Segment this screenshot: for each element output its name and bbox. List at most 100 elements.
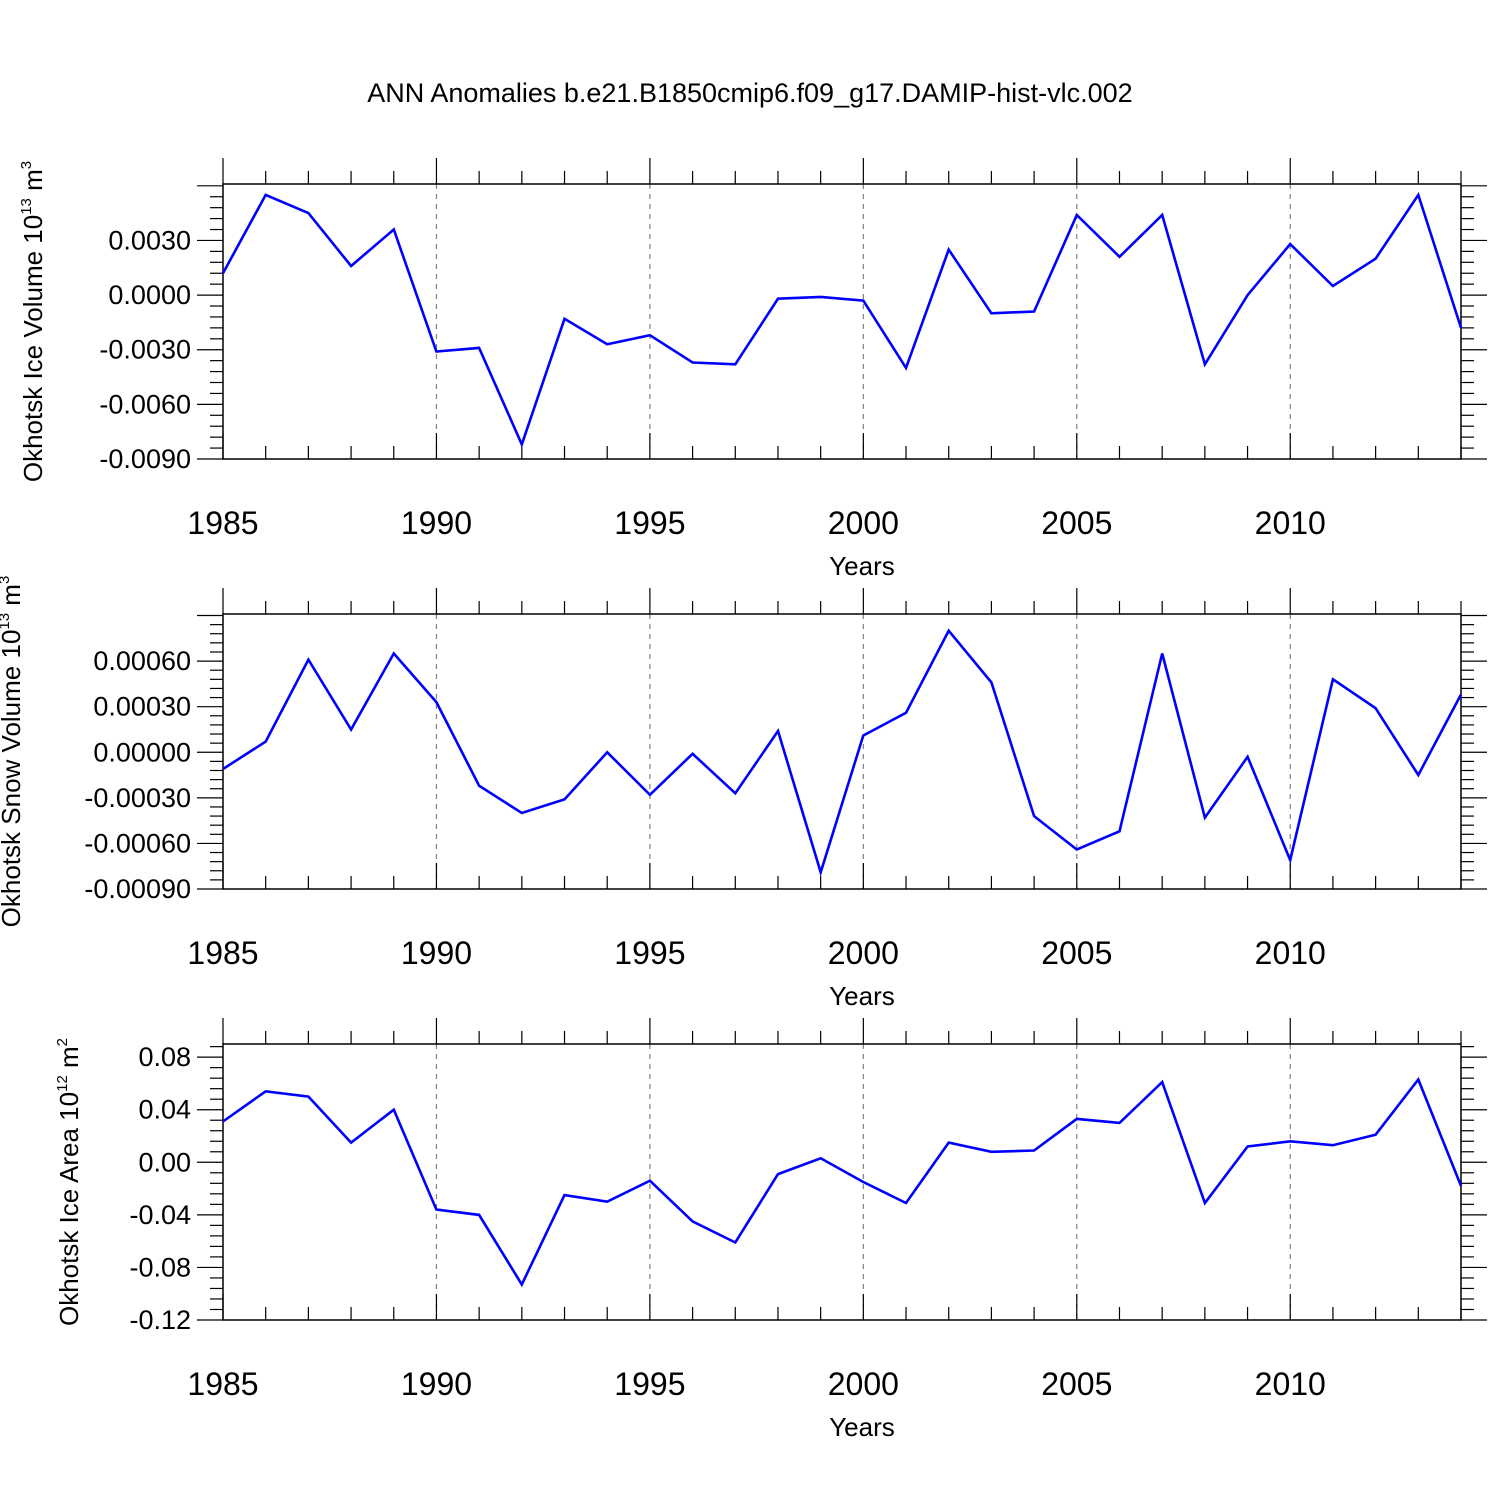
chart-0-data-point-1991 (478, 347, 481, 350)
chart-2-data-point-2002 (947, 1141, 950, 1144)
chart-2-data-point-2001 (905, 1202, 908, 1205)
chart-0-data-point-1995 (649, 334, 652, 337)
chart-0-data-point-2004 (1033, 310, 1036, 313)
chart-1-data-point-2011 (1332, 678, 1335, 681)
chart-2-data-point-1995 (649, 1179, 652, 1182)
chart-2-data-point-1996 (691, 1220, 694, 1223)
chart-2-xtick-label: 2010 (1255, 1366, 1326, 1402)
chart-1-data-point-2001 (905, 711, 908, 714)
chart-0-data-point-2002 (947, 248, 950, 251)
chart-2-ytick-label: 0.04 (138, 1095, 191, 1125)
chart-0-xtick-label: 1995 (614, 505, 685, 541)
chart-0-data-point-1996 (691, 361, 694, 364)
chart-1-xtick-label: 1985 (187, 935, 258, 971)
chart-1-data-point-2012 (1374, 707, 1377, 710)
chart-0-xtick-label: 1990 (401, 505, 472, 541)
chart-2-data-point-1993 (563, 1194, 566, 1197)
chart-2-ytick-label: -0.08 (129, 1252, 191, 1282)
chart-0-data-point-2000 (862, 299, 865, 302)
chart-0-data-point-2012 (1374, 257, 1377, 260)
chart-2-data-point-2004 (1033, 1149, 1036, 1152)
chart-1-xtick-label: 2000 (828, 935, 899, 971)
chart-0-ytick-label: 0.0000 (108, 280, 191, 310)
chart-0-data-point-1994 (606, 343, 609, 346)
chart-0-data-point-1998 (777, 297, 780, 300)
chart-2-ytick-label: -0.04 (129, 1200, 191, 1230)
chart-1-data-point-1986 (264, 740, 267, 743)
chart-1-data-point-2007 (1161, 652, 1164, 655)
chart-2-data-point-2003 (990, 1150, 993, 1153)
chart-0-data-point-2005 (1075, 214, 1078, 217)
chart-1-data-point-2009 (1246, 756, 1249, 759)
chart-2-data-point-1999 (819, 1157, 822, 1160)
chart-2-data-point-2000 (862, 1181, 865, 1184)
chart-2-data-point-1991 (478, 1214, 481, 1217)
ice-volume-panel: 0.0030 0.0000 -0.0030 -0.0060 -0.0090 1985 199… (18, 158, 1487, 581)
chart-1-data-point-2013 (1417, 774, 1420, 777)
chart-0-xtick-label: 1985 (187, 505, 258, 541)
snow-volume-panel: 0.00060 0.00030 0.00000 -0.00030 -0.00060 -0.… (0, 576, 1487, 1011)
chart-0-data-point-1985 (222, 272, 225, 275)
chart-0-data-point-1990 (435, 350, 438, 353)
chart-0-xtick-label: 2005 (1041, 505, 1112, 541)
chart-1-data-point-2010 (1289, 859, 1292, 862)
chart-0-data-point-2006 (1118, 256, 1121, 259)
chart-2-data-point-1998 (777, 1173, 780, 1176)
chart-1-data-point-2006 (1118, 830, 1121, 833)
chart-2-data-point-1989 (392, 1108, 395, 1111)
chart-2-data-point-1985 (222, 1120, 225, 1123)
chart-1-data-line (222, 628, 1463, 877)
chart-0-ytick-label: -0.0060 (99, 389, 191, 419)
chart-2-data-point-2007 (1161, 1081, 1164, 1084)
chart-1-xtick-label: 1990 (401, 935, 472, 971)
chart-0-data-point-2008 (1204, 363, 1207, 366)
chart-2-xtick-label: 1990 (401, 1366, 472, 1402)
chart-0-y-axis-label: Okhotsk Ice Volume 1013 m3 (18, 161, 48, 482)
chart-2-ytick-label: 0.08 (138, 1042, 191, 1072)
chart-2-data-point-2006 (1118, 1122, 1121, 1125)
chart-1-ytick-label: -0.00060 (84, 828, 191, 858)
chart-1-xtick-label: 2005 (1041, 935, 1112, 971)
chart-2-data-point-1990 (435, 1208, 438, 1211)
chart-0-x-axis-label: Years (829, 551, 895, 581)
chart-2-ytick-label: 0.00 (138, 1147, 191, 1177)
chart-0-data-point-1993 (563, 317, 566, 320)
chart-2-data-point-1992 (521, 1283, 524, 1286)
chart-1-data-point-1993 (563, 798, 566, 801)
chart-2-plot-frame (222, 1043, 1462, 1321)
chart-0-data-point-2013 (1417, 194, 1420, 197)
chart-1-data-point-1998 (777, 730, 780, 733)
chart-1-data-point-1994 (606, 751, 609, 754)
chart-0-data-point-2009 (1246, 294, 1249, 297)
chart-0-data-line (221, 191, 1463, 448)
chart-1-data-point-2002 (947, 629, 950, 632)
chart-2-data-point-2005 (1075, 1118, 1078, 1121)
chart-1-data-point-1996 (691, 752, 694, 755)
chart-1-plot-frame (222, 613, 1462, 890)
chart-0-data-point-1988 (350, 265, 353, 268)
chart-1-data-point-2003 (990, 681, 993, 684)
chart-1-data-point-1995 (649, 794, 652, 797)
chart-2-data-point-2011 (1332, 1144, 1335, 1147)
chart-1-x-axis-label: Years (829, 981, 895, 1011)
chart-1-data-point-1988 (350, 728, 353, 731)
chart-0-xtick-label: 2000 (828, 505, 899, 541)
chart-0-ytick-label: -0.0030 (99, 335, 191, 365)
chart-1-data-point-1997 (734, 792, 737, 795)
chart-0-ytick-label: -0.0090 (99, 444, 191, 474)
chart-1-data-point-2014 (1460, 693, 1463, 696)
chart-1-y-axis-label: Okhotsk Snow Volume 1013 m3 (0, 576, 26, 928)
chart-1-data-point-1989 (392, 652, 395, 655)
chart-2-data-point-1994 (606, 1200, 609, 1203)
chart-2-data-point-1997 (734, 1241, 737, 1244)
chart-0-data-point-2001 (905, 367, 908, 370)
chart-1-ytick-label: 0.00030 (93, 692, 191, 722)
chart-2-data-line (222, 1076, 1463, 1288)
chart-1-data-point-1999 (819, 871, 822, 874)
chart-2-xtick-label: 1985 (187, 1366, 258, 1402)
chart-0-data-point-1986 (264, 194, 267, 197)
chart-0-data-point-2007 (1161, 214, 1164, 217)
chart-2-x-axis-label: Years (829, 1412, 895, 1442)
chart-2-xtick-label: 1995 (614, 1366, 685, 1402)
